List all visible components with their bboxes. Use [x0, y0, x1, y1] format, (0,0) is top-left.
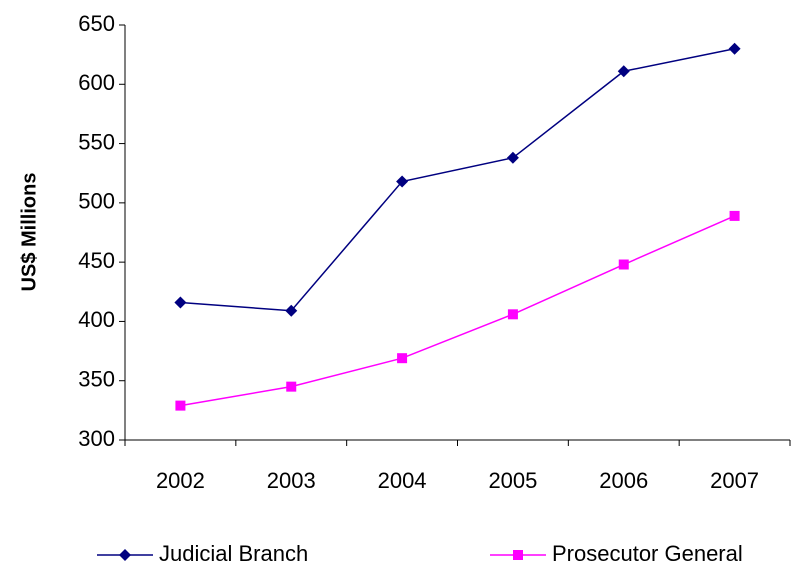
data-point — [285, 304, 298, 317]
x-tick-label: 2003 — [267, 468, 316, 493]
data-point — [397, 353, 408, 364]
legend-marker — [513, 550, 523, 560]
data-point — [617, 65, 630, 78]
data-point — [506, 151, 519, 164]
data-point — [286, 381, 297, 392]
data-point — [396, 175, 409, 188]
legend-label: Prosecutor General — [552, 541, 743, 566]
x-tick-label: 2006 — [599, 468, 648, 493]
y-axis-label: US$ Millions — [18, 173, 40, 292]
data-point — [618, 259, 629, 270]
y-tick-label: 600 — [78, 70, 115, 95]
x-tick-label: 2002 — [156, 468, 205, 493]
data-point — [728, 42, 741, 55]
legend-marker — [119, 549, 131, 561]
x-tick-label: 2005 — [488, 468, 537, 493]
data-point — [729, 210, 740, 221]
x-tick-label: 2004 — [378, 468, 427, 493]
series-line — [180, 215, 735, 407]
y-tick-label: 650 — [78, 11, 115, 36]
series-line — [180, 47, 735, 312]
y-tick-label: 550 — [78, 129, 115, 154]
y-tick-label: 400 — [78, 307, 115, 332]
y-tick-label: 500 — [78, 189, 115, 214]
y-tick-label: 450 — [78, 248, 115, 273]
data-point — [507, 309, 518, 320]
y-tick-label: 300 — [78, 426, 115, 451]
legend-label: Judicial Branch — [159, 541, 308, 566]
data-point — [175, 400, 186, 411]
y-tick-label: 350 — [78, 367, 115, 392]
x-tick-label: 2007 — [710, 468, 759, 493]
data-point — [174, 296, 187, 309]
